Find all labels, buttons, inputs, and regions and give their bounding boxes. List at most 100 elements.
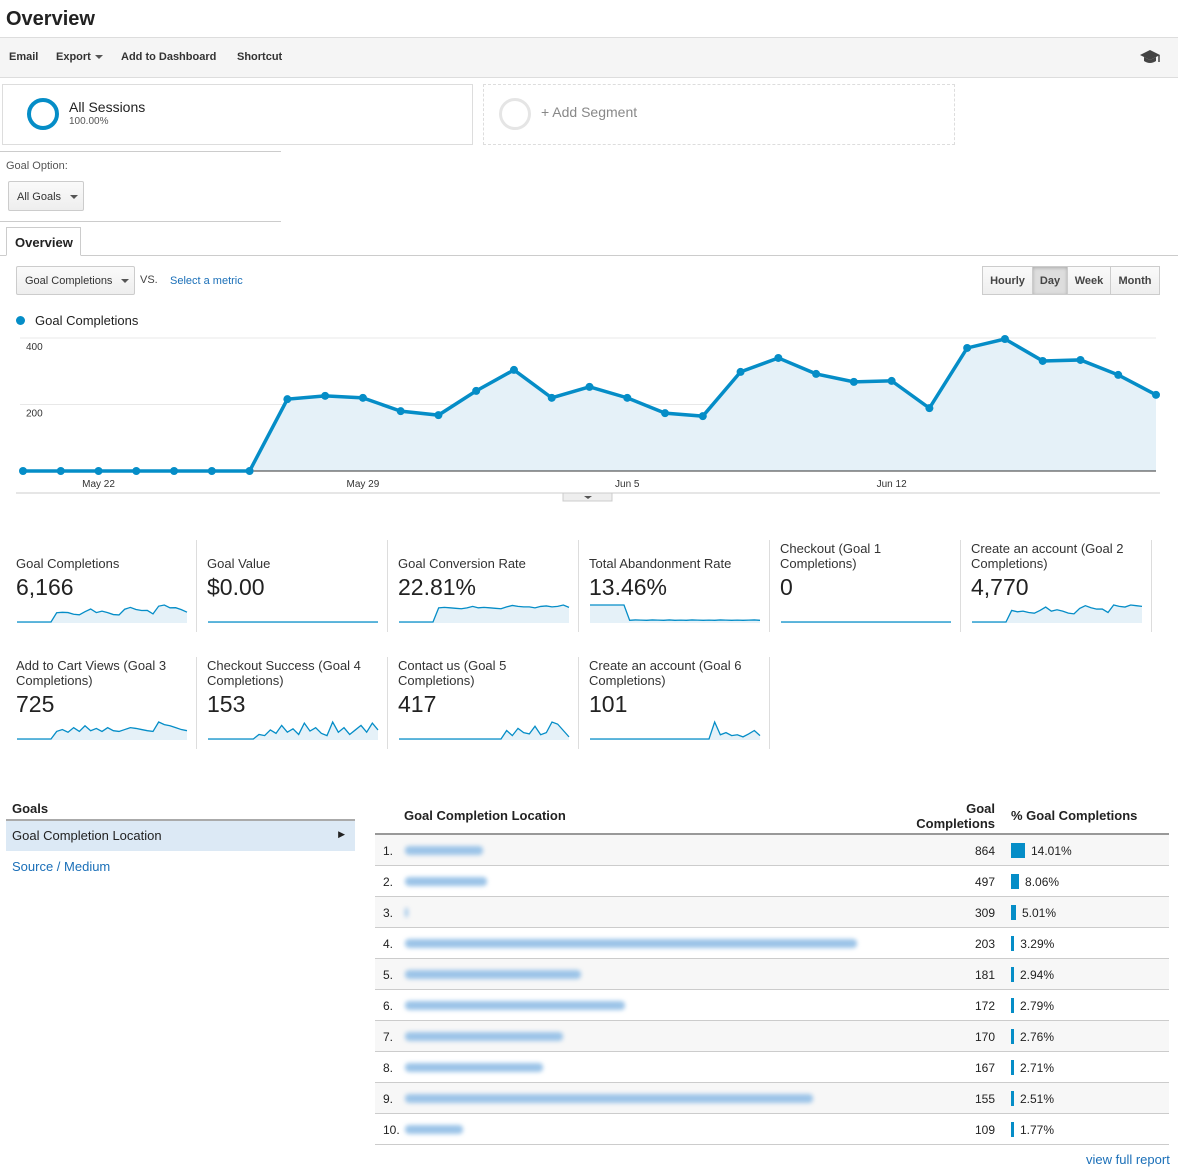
location-link-redacted[interactable] [405,1094,813,1103]
metric-card[interactable]: Total Abandonment Rate 13.46% [589,539,769,639]
nav-source-medium[interactable]: Source / Medium [12,859,111,874]
data-point[interactable] [1114,370,1123,379]
data-point[interactable] [358,393,367,402]
email-button[interactable]: Email [9,51,39,63]
percent-bar [1011,1122,1014,1137]
location-link-redacted[interactable] [405,1063,543,1072]
metric-label: Contact us (Goal 5 Completions) [398,658,507,688]
data-point[interactable] [509,365,518,374]
row-completions: 203 [974,937,995,951]
data-point[interactable] [736,367,745,376]
data-point[interactable] [56,467,65,475]
row-number: 1. [383,844,394,858]
metric-value: 0 [780,574,793,600]
table-row[interactable]: 9. 155 2.51% [375,1083,1169,1114]
metric-card[interactable]: Contact us (Goal 5 Completions) 417 [398,656,578,756]
metric-card[interactable]: Create an account (Goal 2 Completions) 4,… [971,539,1151,639]
percent-bar [1011,905,1016,920]
table-row[interactable]: 1. 864 14.01% [375,835,1169,866]
metric-card[interactable]: Create an account (Goal 6 Completions) 10… [589,656,769,756]
data-point[interactable] [585,382,594,391]
data-point[interactable] [1000,334,1009,343]
select-metric-link[interactable]: Select a metric [170,275,243,287]
location-link-redacted[interactable] [405,1032,563,1041]
table-row[interactable]: 10. 109 1.77% [375,1114,1169,1145]
data-point[interactable] [1076,355,1085,364]
data-point[interactable] [94,467,103,475]
graduation-cap-icon[interactable] [1139,49,1161,65]
data-point[interactable] [19,467,27,475]
data-point[interactable] [396,407,405,416]
vs-label: VS. [140,274,158,286]
data-point[interactable] [849,377,858,386]
table-row[interactable]: 8. 167 2.71% [375,1052,1169,1083]
metric-dropdown[interactable]: Goal Completions [16,266,135,295]
row-percent: 2.76% [1020,1030,1055,1044]
table-row[interactable]: 6. 172 2.79% [375,990,1169,1021]
location-link-redacted[interactable] [405,939,857,948]
granularity-hourly[interactable]: Hourly [982,266,1033,295]
location-link-redacted[interactable] [405,1001,625,1010]
shortcut-button[interactable]: Shortcut [237,51,283,63]
export-button[interactable]: Export [56,51,103,63]
data-point[interactable] [132,467,141,475]
metric-label: Checkout Success (Goal 4 Completions) [207,658,361,688]
data-point[interactable] [774,353,783,362]
location-link-redacted[interactable] [405,877,487,886]
data-point[interactable] [283,395,292,404]
goal-option-dropdown[interactable]: All Goals [8,181,84,211]
sparkline [17,604,188,623]
metric-card[interactable]: Goal Completions 6,166 [16,539,196,639]
location-link-redacted[interactable] [405,1125,463,1134]
metric-value: 4,770 [971,574,1029,600]
table-row[interactable]: 7. 170 2.76% [375,1021,1169,1052]
data-point[interactable] [661,409,670,418]
row-number: 9. [383,1092,394,1106]
granularity-week[interactable]: Week [1067,266,1111,295]
caret-down-icon [94,55,103,60]
segment-all-sessions[interactable]: All Sessions 100.00% [2,84,473,145]
metric-label: Add to Cart Views (Goal 3 Completions) [16,658,167,688]
add-to-dashboard-button[interactable]: Add to Dashboard [121,51,217,63]
view-full-report-link[interactable]: view full report [1086,1152,1170,1167]
metric-card[interactable]: Add to Cart Views (Goal 3 Completions) 72… [16,656,196,756]
location-link-redacted[interactable] [405,846,483,855]
data-point[interactable] [1038,356,1047,365]
metric-card[interactable]: Checkout Success (Goal 4 Completions) 153 [207,656,387,756]
table-row[interactable]: 4. 203 3.29% [375,928,1169,959]
data-point[interactable] [472,386,481,395]
caret-down-icon [121,279,130,284]
nav-goal-completion-location[interactable]: Goal Completion Location ▶ [6,821,355,851]
data-point[interactable] [321,391,330,400]
granularity-month[interactable]: Month [1110,266,1160,295]
data-point[interactable] [925,404,934,413]
row-percent: 8.06% [1025,875,1060,889]
add-segment-button[interactable]: + Add Segment [483,84,955,145]
granularity-day[interactable]: Day [1032,266,1068,295]
metric-card[interactable]: Goal Value $0.00 [207,539,387,639]
sparkline [972,604,1143,623]
row-completions: 155 [974,1092,995,1106]
data-point[interactable] [170,467,179,475]
location-link-redacted[interactable] [405,970,581,979]
location-link-redacted[interactable] [405,908,408,917]
data-point[interactable] [245,467,254,475]
data-point[interactable] [963,343,972,352]
data-point[interactable] [623,393,632,402]
tab-overview[interactable]: Overview [6,227,81,256]
data-point[interactable] [887,376,896,385]
table-row[interactable]: 2. 497 8.06% [375,866,1169,897]
metric-card[interactable]: Goal Conversion Rate 22.81% [398,539,578,639]
data-point[interactable] [698,412,707,421]
metric-card[interactable]: Checkout (Goal 1 Completions) 0 [780,539,960,639]
data-point[interactable] [812,369,821,378]
data-point[interactable] [547,393,556,402]
data-point[interactable] [1152,390,1160,399]
data-point[interactable] [434,411,443,420]
row-number: 7. [383,1030,394,1044]
table-row[interactable]: 5. 181 2.94% [375,959,1169,990]
metric-value: $0.00 [207,574,265,600]
data-point[interactable] [207,467,216,475]
table-row[interactable]: 3. 309 5.01% [375,897,1169,928]
percent-bar [1011,1029,1014,1044]
